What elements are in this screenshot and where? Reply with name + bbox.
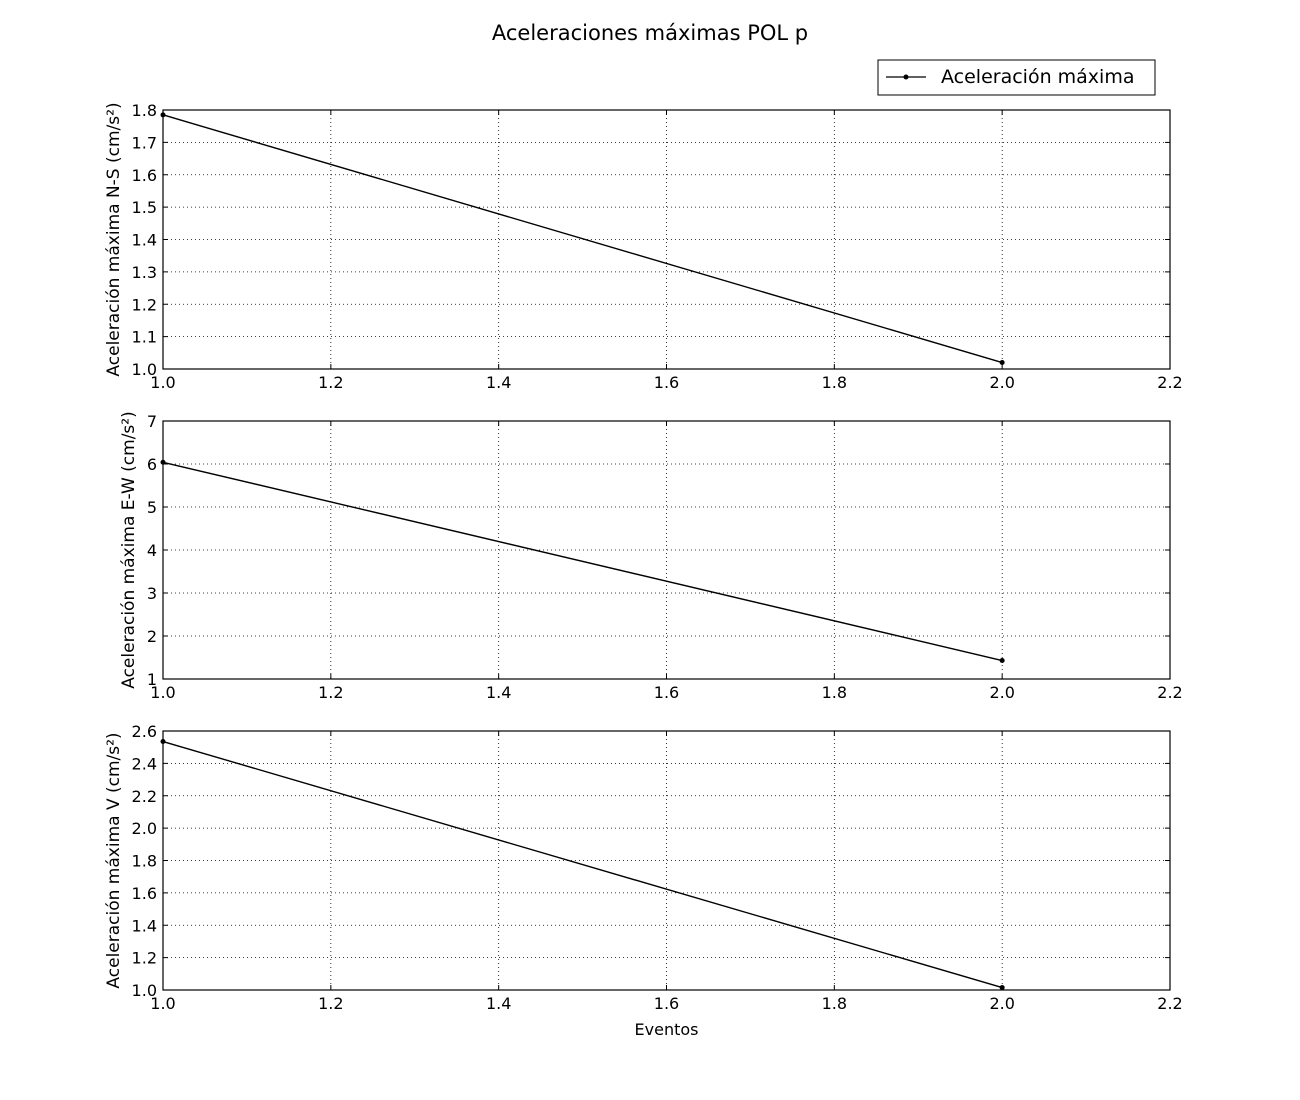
- x-tick-label: 1.4: [486, 683, 511, 702]
- x-tick-label: 1.0: [150, 994, 175, 1013]
- y-tick-label: 2: [147, 627, 157, 646]
- y-tick-label: 1.1: [132, 328, 157, 347]
- y-tick-label: 1.2: [132, 295, 157, 314]
- x-tick-label: 2.0: [989, 994, 1014, 1013]
- axes-frame: [162, 420, 1171, 680]
- data-point: [999, 658, 1005, 664]
- y-tick-label: 1.6: [132, 166, 157, 185]
- x-tick-label: 1.4: [486, 373, 511, 392]
- x-tick-label: 1.6: [654, 683, 679, 702]
- y-tick-label: 1: [147, 670, 157, 689]
- axes-frame: [162, 730, 1171, 991]
- y-tick-label: 1.3: [132, 263, 157, 282]
- x-tick-label: 2.2: [1157, 994, 1182, 1013]
- chart-panel-ew: 1.0 1.2 1.4 1.6 1.8 2.0 2.2 1 2 3 4 5 6 7 Aceleración …: [119, 411, 1183, 702]
- data-point: [999, 360, 1005, 366]
- y-tick-label: 3: [147, 584, 157, 603]
- y-tick-label: 1.8: [132, 852, 157, 871]
- chart-panel-v: 1.0 1.2 1.4 1.6 1.8 2.0 2.2 1.0 1.2 1.4 1.6 1.8 2.0 2…: [104, 722, 1183, 1039]
- x-tick-label: 1.6: [654, 994, 679, 1013]
- y-tick-label: 1.4: [132, 916, 157, 935]
- x-tick-label: 2.0: [989, 373, 1014, 392]
- y-tick-label: 5: [147, 498, 157, 517]
- y-axis-label: Aceleración máxima E-W (cm/s²): [119, 411, 139, 689]
- data-point: [999, 985, 1005, 991]
- y-axis-label: Aceleración máxima N-S (cm/s²): [104, 102, 124, 376]
- chart-panel-ns: 1.0 1.2 1.4 1.6 1.8 2.0 2.2 1.0 1.1 1.2 1.3 1.4 1.5 1…: [104, 101, 1183, 392]
- x-tick-label: 1.0: [150, 683, 175, 702]
- legend: Aceleración máxima: [877, 59, 1156, 96]
- x-tick-label: 1.8: [822, 683, 847, 702]
- x-tick-label: 1.2: [318, 994, 343, 1013]
- x-tick-label: 1.6: [654, 373, 679, 392]
- y-tick-label: 1.7: [132, 133, 157, 152]
- axes-frame: [162, 109, 1171, 370]
- y-tick-label: 2.4: [132, 754, 157, 773]
- x-tick-label: 1.2: [318, 373, 343, 392]
- y-tick-label: 1.8: [132, 101, 157, 120]
- legend-marker-swatch: [903, 74, 909, 80]
- legend-label: Aceleración máxima: [941, 66, 1134, 88]
- x-tick-label: 2.2: [1157, 373, 1182, 392]
- x-axis-label: Eventos: [635, 1020, 699, 1039]
- x-tick-label: 1.0: [150, 373, 175, 392]
- figure-title: Aceleraciones máximas POL p: [492, 21, 808, 45]
- y-tick-label: 2.6: [132, 722, 157, 741]
- series-line: [162, 114, 1003, 364]
- y-tick-label: 2.2: [132, 787, 157, 806]
- series-line: [162, 740, 1003, 989]
- y-tick-label: 1.6: [132, 884, 157, 903]
- y-axis-label: Aceleración máxima V (cm/s²): [104, 732, 124, 988]
- x-tick-label: 2.2: [1157, 683, 1182, 702]
- y-tick-label: 1.2: [132, 949, 157, 968]
- y-tick-label: 1.0: [132, 360, 157, 379]
- x-tick-label: 1.8: [822, 373, 847, 392]
- x-tick-label: 1.2: [318, 683, 343, 702]
- y-tick-label: 1.0: [132, 981, 157, 1000]
- x-tick-label: 1.4: [486, 994, 511, 1013]
- y-tick-label: 1.4: [132, 231, 157, 250]
- x-tick-label: 2.0: [989, 683, 1014, 702]
- y-tick-label: 7: [147, 412, 157, 431]
- y-tick-label: 1.5: [132, 198, 157, 217]
- y-tick-label: 6: [147, 455, 157, 474]
- y-tick-label: 2.0: [132, 819, 157, 838]
- series-line: [162, 461, 1003, 662]
- x-tick-label: 1.8: [822, 994, 847, 1013]
- y-tick-label: 4: [147, 541, 157, 560]
